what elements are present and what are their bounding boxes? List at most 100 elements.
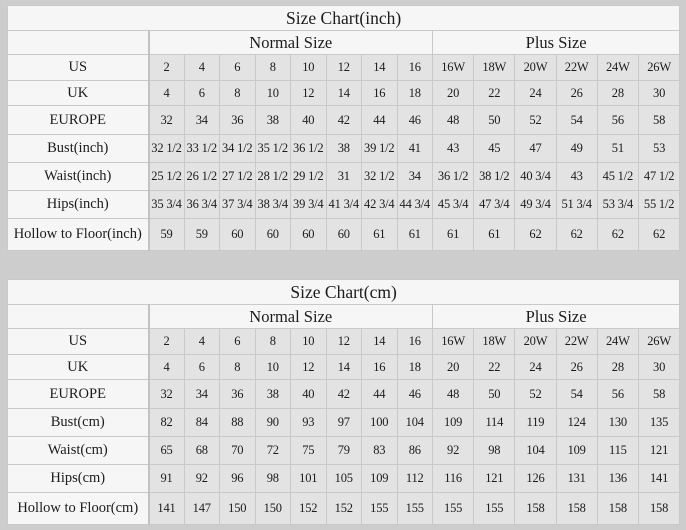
- size-value-cell: 121: [473, 464, 516, 493]
- size-value-cell: 44: [361, 379, 398, 409]
- plus-size-header: Plus Size: [431, 30, 681, 55]
- corner-cell: [7, 304, 150, 329]
- size-value-cell: 53 3/4: [596, 190, 639, 219]
- size-value-cell: 31: [325, 162, 362, 191]
- size-value-cell: 30: [637, 354, 681, 380]
- size-value-cell: 58: [637, 105, 681, 135]
- size-value-cell: 49 3/4: [514, 190, 557, 219]
- size-value-cell: 130: [596, 408, 639, 437]
- table-row: Hips(inch) 35 3/4 36 3/4 37 3/4 38 3/4 39 3/4…: [7, 190, 681, 219]
- size-value-cell: 92: [183, 464, 220, 493]
- size-value-cell: 152: [290, 492, 327, 525]
- row-label: EUROPE: [7, 105, 150, 135]
- size-value-cell: 52: [514, 105, 557, 135]
- size-value-cell: 47 3/4: [473, 190, 516, 219]
- size-value-cell: 155: [473, 492, 516, 525]
- size-chart-inch-body: US 2 4 6 8 10 12 14 16 16W 18W 20W 22W 24W 26W UK 4 6 8 10 1…: [7, 54, 681, 251]
- size-value-cell: 96: [219, 464, 256, 493]
- size-value-cell: 34: [396, 162, 433, 191]
- size-value-cell: 43: [555, 162, 598, 191]
- size-value-cell: 68: [183, 436, 220, 465]
- size-value-cell: 10: [254, 354, 291, 380]
- size-value-cell: 83: [361, 436, 398, 465]
- size-value-cell: 114: [473, 408, 516, 437]
- normal-size-header: Normal Size: [148, 304, 433, 329]
- size-value-cell: 36: [219, 379, 256, 409]
- table-row: EUROPE 32 34 36 38 40 42 44 46 48 50 52 54 56 58: [7, 379, 681, 409]
- table-title: Size Chart(cm): [6, 279, 681, 305]
- table-title-row: Size Chart(cm): [6, 279, 681, 305]
- size-value-cell: 59: [148, 218, 185, 251]
- size-value-cell: 41 3/4: [325, 190, 362, 219]
- row-label: Hips(inch): [7, 190, 150, 219]
- size-value-cell: 82: [148, 408, 185, 437]
- column-group-row: Normal Size Plus Size: [7, 304, 681, 329]
- size-value-cell: 14: [325, 80, 362, 106]
- size-value-cell: 50: [473, 379, 516, 409]
- size-value-cell: 155: [431, 492, 475, 525]
- size-value-cell: 40: [290, 379, 327, 409]
- size-value-cell: 12: [325, 54, 362, 81]
- size-value-cell: 55 1/2: [637, 190, 681, 219]
- size-value-cell: 27 1/2: [219, 162, 256, 191]
- size-value-cell: 158: [637, 492, 681, 525]
- size-value-cell: 36 3/4: [183, 190, 220, 219]
- size-value-cell: 62: [637, 218, 681, 251]
- table-row: Waist(cm) 65 68 70 72 75 79 83 86 92 98 104 109 115 12…: [7, 436, 681, 465]
- size-value-cell: 79: [325, 436, 362, 465]
- size-value-cell: 158: [596, 492, 639, 525]
- size-value-cell: 32 1/2: [148, 134, 185, 163]
- size-value-cell: 18: [396, 80, 433, 106]
- size-value-cell: 16: [361, 80, 398, 106]
- size-value-cell: 16: [396, 328, 433, 355]
- table-row: EUROPE 32 34 36 38 40 42 44 46 48 50 52 54 56 58: [7, 105, 681, 135]
- size-value-cell: 4: [148, 80, 185, 106]
- table-row: Bust(inch) 32 1/2 33 1/2 34 1/2 35 1/2 36 1/2…: [7, 134, 681, 163]
- size-value-cell: 44 3/4: [396, 190, 433, 219]
- size-value-cell: 24W: [596, 54, 639, 81]
- size-value-cell: 42: [325, 105, 362, 135]
- size-value-cell: 124: [555, 408, 598, 437]
- size-value-cell: 58: [637, 379, 681, 409]
- size-value-cell: 47: [514, 134, 557, 163]
- size-value-cell: 33 1/2: [183, 134, 220, 163]
- size-value-cell: 32: [148, 105, 185, 135]
- size-value-cell: 91: [148, 464, 185, 493]
- size-value-cell: 38: [254, 379, 291, 409]
- size-value-cell: 51: [596, 134, 639, 163]
- size-value-cell: 8: [219, 354, 256, 380]
- size-value-cell: 36: [219, 105, 256, 135]
- size-value-cell: 62: [555, 218, 598, 251]
- size-value-cell: 40: [290, 105, 327, 135]
- size-value-cell: 101: [290, 464, 327, 493]
- size-value-cell: 14: [361, 54, 398, 81]
- size-value-cell: 32: [148, 379, 185, 409]
- size-value-cell: 56: [596, 105, 639, 135]
- size-value-cell: 75: [290, 436, 327, 465]
- row-label: Waist(cm): [7, 436, 150, 465]
- size-value-cell: 22: [473, 354, 516, 380]
- table-row: Waist(inch) 25 1/2 26 1/2 27 1/2 28 1/2 29 1/…: [7, 162, 681, 191]
- size-value-cell: 16W: [431, 328, 475, 355]
- size-value-cell: 10: [290, 328, 327, 355]
- size-value-cell: 26: [555, 354, 598, 380]
- table-row: Bust(cm) 82 84 88 90 93 97 100 104 109 114 119 124 13…: [7, 408, 681, 437]
- size-value-cell: 86: [396, 436, 433, 465]
- table-row: US 2 4 6 8 10 12 14 16 16W 18W 20W 22W 24W 26W: [7, 328, 681, 355]
- size-value-cell: 26: [555, 80, 598, 106]
- size-value-cell: 84: [183, 408, 220, 437]
- size-value-cell: 12: [325, 328, 362, 355]
- row-label: EUROPE: [7, 379, 150, 409]
- table-row: US 2 4 6 8 10 12 14 16 16W 18W 20W 22W 24W 26W: [7, 54, 681, 81]
- size-value-cell: 150: [219, 492, 256, 525]
- size-value-cell: 35 3/4: [148, 190, 185, 219]
- size-value-cell: 6: [183, 354, 220, 380]
- size-value-cell: 112: [396, 464, 433, 493]
- size-value-cell: 61: [396, 218, 433, 251]
- size-value-cell: 90: [254, 408, 291, 437]
- size-value-cell: 4: [183, 328, 220, 355]
- row-label: Hollow to Floor(inch): [7, 218, 150, 251]
- size-value-cell: 155: [361, 492, 398, 525]
- size-value-cell: 61: [431, 218, 475, 251]
